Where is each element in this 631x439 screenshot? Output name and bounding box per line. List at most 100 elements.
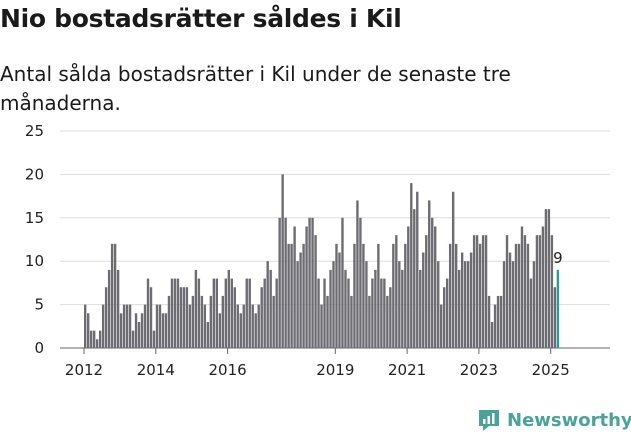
bar: [155, 304, 159, 348]
bar: [116, 269, 120, 348]
bar: [356, 200, 359, 348]
bar: [311, 217, 314, 348]
bar: [299, 252, 302, 348]
bar: [547, 209, 551, 348]
bar: [329, 269, 332, 348]
bar: [92, 330, 96, 348]
bar: [431, 217, 434, 348]
bar: [191, 295, 195, 348]
bar: [101, 304, 105, 348]
x-tick-label: 2012: [65, 361, 103, 379]
bar: [362, 243, 365, 348]
bar: [251, 304, 254, 348]
bar: [401, 269, 404, 348]
bar: [248, 278, 251, 348]
bar: [523, 235, 527, 348]
bar: [371, 278, 374, 348]
bar: [445, 278, 449, 348]
bar: [541, 226, 545, 348]
y-tick-label: 20: [25, 165, 44, 183]
bar: [514, 243, 518, 348]
bar: [416, 191, 419, 348]
bar: [481, 235, 485, 348]
bar: [95, 339, 99, 348]
bar: [239, 313, 242, 348]
bar: [532, 261, 536, 348]
bar: [107, 269, 111, 348]
bar: [209, 295, 213, 348]
bar: [110, 243, 114, 348]
bar: [86, 313, 90, 348]
bar: [428, 200, 431, 348]
bar: [395, 235, 398, 348]
bar: [469, 252, 473, 348]
bar: [377, 243, 380, 348]
bar: [443, 287, 446, 348]
bar: [422, 252, 425, 348]
y-axis: 0 5 10 15 20 25: [25, 122, 44, 357]
bar: [326, 295, 329, 348]
bar: [140, 313, 144, 348]
bar: [535, 235, 539, 348]
bar: [84, 304, 87, 348]
bar: [505, 235, 509, 348]
y-tick-label: 15: [25, 209, 44, 227]
bar: [293, 226, 296, 348]
bar: [383, 278, 386, 348]
bar: [338, 252, 341, 348]
bar: [556, 269, 560, 348]
bar: [164, 313, 168, 348]
bar: [128, 304, 132, 348]
bar: [131, 330, 135, 348]
bar: [215, 278, 219, 348]
bar: [203, 304, 207, 348]
bar: [344, 269, 347, 348]
bar: [451, 191, 455, 348]
bar: [269, 269, 272, 348]
bar: [496, 295, 500, 348]
bar: [466, 261, 470, 348]
bar: [290, 243, 293, 348]
bar: [167, 295, 171, 348]
bar: [434, 226, 437, 348]
bar: [194, 269, 198, 348]
bar: [499, 295, 503, 348]
brand-logo: Newsworthy: [477, 408, 631, 432]
bar: [475, 235, 479, 348]
bar: [137, 321, 141, 348]
bar: [484, 235, 488, 348]
bar: [493, 304, 497, 348]
bar: [368, 295, 371, 348]
x-tick-label: 2016: [209, 361, 247, 379]
brand-name: Newsworthy: [507, 409, 631, 431]
bar: [230, 278, 233, 348]
bar: [257, 304, 260, 348]
bar: [263, 278, 266, 348]
bar: [119, 313, 123, 348]
bar: [224, 278, 227, 348]
x-tick-label: 2021: [388, 361, 426, 379]
bar: [538, 235, 542, 348]
bar: [149, 287, 153, 348]
bar: [386, 295, 389, 348]
bar: [236, 304, 239, 348]
bar: [335, 243, 338, 348]
bar: [275, 278, 278, 348]
bar: [407, 226, 410, 348]
bar: [502, 261, 506, 348]
bar: [317, 278, 320, 348]
bar: [332, 261, 335, 348]
bar: [487, 295, 491, 348]
bar: [308, 217, 311, 348]
bar: [380, 278, 383, 348]
bar: [197, 278, 201, 348]
bar: [508, 252, 512, 348]
bar: [490, 321, 494, 348]
bar: [314, 235, 317, 348]
bar: [296, 261, 299, 348]
bar: [161, 313, 165, 348]
bar: [460, 252, 464, 348]
bar: [398, 261, 401, 348]
bar: [179, 287, 183, 348]
